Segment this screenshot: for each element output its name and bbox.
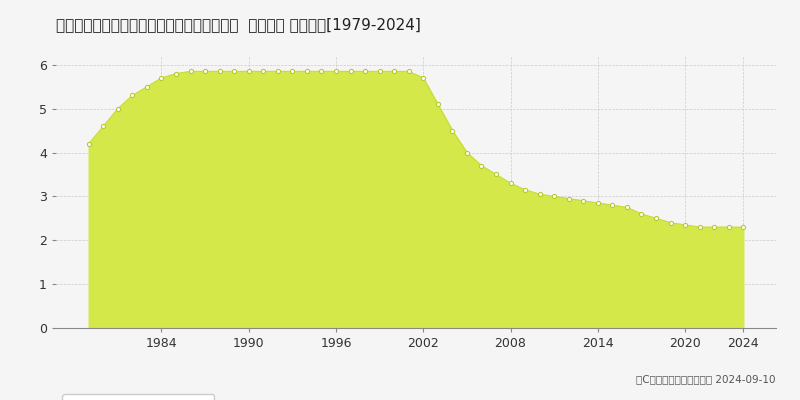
Text: 秋田県能代市向能代字トトメキ１０７番３８  地価公示 地価推移[1979-2024]: 秋田県能代市向能代字トトメキ１０７番３８ 地価公示 地価推移[1979-2024… <box>56 17 421 32</box>
Text: （C）土地価格ドットコム 2024-09-10: （C）土地価格ドットコム 2024-09-10 <box>637 374 776 384</box>
Legend: 地価公示 平均坪単価(万円/坪): 地価公示 平均坪単価(万円/坪) <box>62 394 214 400</box>
